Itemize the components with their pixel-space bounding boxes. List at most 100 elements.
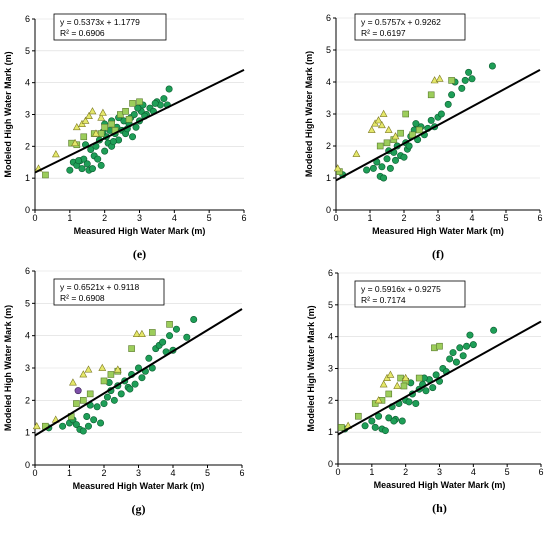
circle-point (79, 427, 87, 435)
circle-point (97, 161, 105, 169)
purple-point (74, 387, 82, 395)
circle-point (130, 111, 138, 119)
y-tick-label: 3 (25, 363, 30, 373)
triangle-point (393, 381, 402, 389)
triangle-point (391, 132, 400, 140)
y-tick-label: 6 (326, 13, 331, 23)
circle-point (398, 417, 406, 425)
regression-line (337, 320, 542, 436)
y-axis-title: Modeled High Water Mark (m) (3, 305, 13, 431)
circle-point (405, 398, 413, 406)
r-squared: R² = 0.6197 (361, 28, 406, 38)
triangle-point (84, 365, 93, 373)
circle-point (381, 427, 389, 435)
circle-point (383, 155, 391, 163)
square-point (80, 133, 88, 141)
x-tick-label: 4 (469, 213, 474, 223)
square-point (136, 98, 143, 106)
circle-point (66, 166, 74, 174)
triangle-point (85, 111, 93, 119)
y-axis-title: Modeled High Water Mark (m) (304, 51, 314, 177)
x-tick-label: 4 (471, 467, 476, 477)
circle-point (452, 358, 460, 366)
circle-point (75, 157, 83, 165)
circle-point (469, 341, 477, 349)
circle-point (371, 423, 379, 431)
square-point (354, 412, 362, 420)
triangle-point (435, 74, 444, 82)
x-tick-label: 5 (207, 213, 212, 223)
y-tick-label: 0 (328, 459, 333, 469)
circle-point (369, 164, 377, 172)
triangle-point (99, 108, 107, 116)
square-point (448, 77, 455, 84)
circle-point (459, 352, 467, 360)
x-tick-label: 6 (239, 468, 244, 478)
circle-point (390, 417, 398, 425)
square-point (125, 115, 133, 123)
x-tick-label: 2 (102, 213, 107, 223)
triangle-point (69, 378, 77, 386)
circle-point (422, 387, 430, 395)
square-point (86, 390, 94, 398)
triangle-point (333, 164, 342, 172)
circle-point (449, 349, 457, 357)
x-axis-title: Measured High Water Mark (m) (372, 226, 504, 236)
x-tick-label: 2 (403, 467, 408, 477)
y-tick-label: 2 (328, 395, 333, 405)
circle-point (126, 385, 134, 393)
circle-point (488, 62, 496, 70)
circle-point (78, 165, 86, 173)
r-squared: R² = 0.6908 (60, 293, 105, 303)
circle-point (93, 403, 101, 411)
square-point (427, 91, 435, 99)
square-point (338, 424, 345, 431)
y-tick-label: 1 (25, 428, 30, 438)
y-tick-label: 5 (328, 300, 333, 310)
x-tick-label: 1 (67, 213, 72, 223)
circle-point (405, 142, 413, 150)
square-point (376, 142, 384, 150)
x-tick-label: 1 (369, 467, 374, 477)
scatter-panel: 0 1 2 3 4 5 6 0 1 2 3 4 5 6 Measured High Water Mark (… (304, 13, 543, 261)
y-tick-label: 1 (328, 427, 333, 437)
square-point (100, 377, 108, 385)
regression-line (34, 308, 243, 437)
circle-point (385, 414, 393, 422)
regression-equation: y = 0.5757x + 0.9262 (361, 17, 441, 27)
circle-point (375, 412, 383, 420)
square-point (101, 123, 108, 131)
circle-point (117, 390, 125, 398)
circle-point (132, 123, 140, 131)
circle-point (363, 166, 371, 174)
triangle-point (71, 138, 79, 147)
x-tick-label: 2 (101, 468, 106, 478)
triangle-point (401, 373, 410, 381)
triangle-point (138, 329, 146, 337)
circle-point (165, 85, 173, 93)
circle-point (463, 342, 471, 350)
y-tick-label: 6 (328, 268, 333, 278)
panel-label: (h) (432, 501, 447, 515)
circle-point (151, 99, 159, 107)
circle-point (159, 338, 167, 346)
triangle-point (98, 363, 107, 371)
x-tick-label: 3 (137, 213, 142, 223)
square-point (107, 371, 115, 378)
square-point (80, 397, 87, 404)
square-point (385, 390, 393, 398)
circle-point (458, 84, 466, 92)
y-tick-label: 4 (25, 78, 30, 88)
x-tick-label: 0 (32, 213, 37, 223)
scatter-panel: 0 1 2 3 4 5 6 0 1 2 3 4 5 6 Measured High Water Mark (… (3, 266, 245, 516)
regression-equation: y = 0.5916x + 0.9275 (361, 284, 441, 294)
circle-point (368, 417, 376, 425)
y-tick-label: 5 (25, 46, 30, 56)
x-tick-label: 5 (505, 467, 510, 477)
circle-point (88, 165, 96, 173)
triangle-point (79, 370, 88, 378)
circle-point (90, 416, 98, 424)
x-axis-title: Measured High Water Mark (m) (74, 226, 206, 236)
r-squared: R² = 0.6906 (60, 28, 105, 38)
